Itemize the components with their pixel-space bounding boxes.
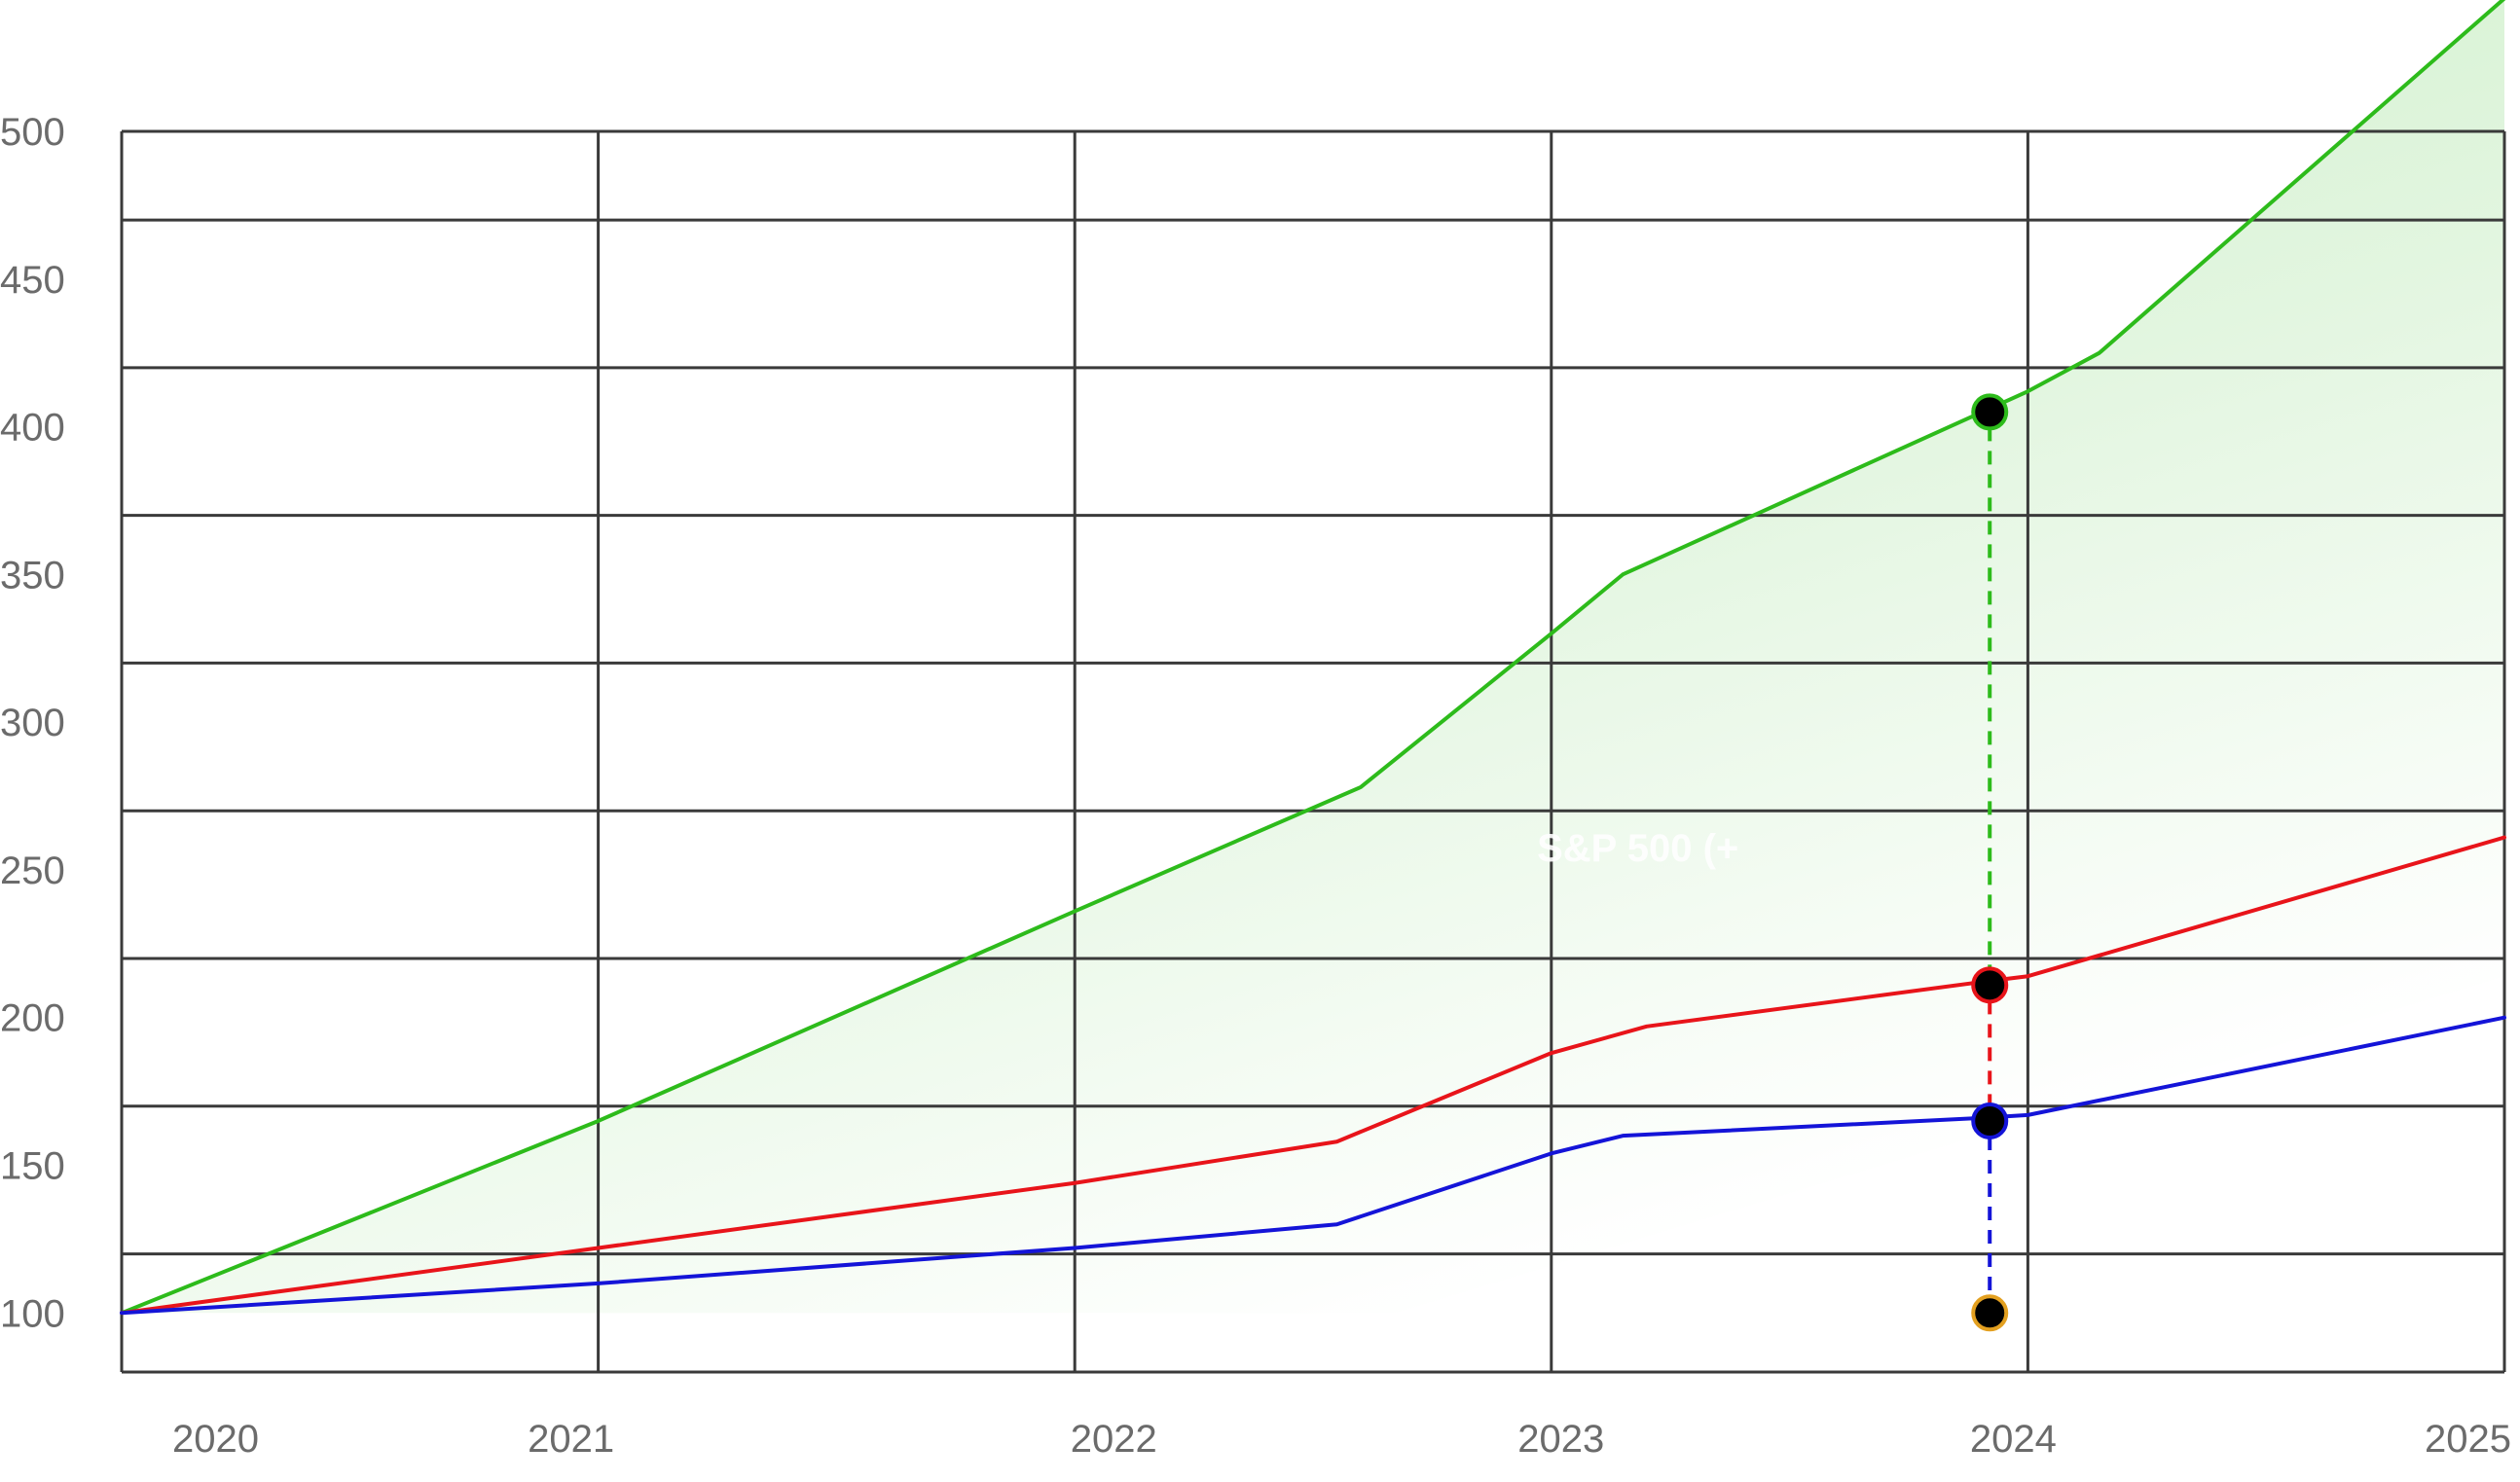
annotation-label: S&P 500 (+ bbox=[1537, 827, 1738, 870]
y-tick-label: 200 bbox=[0, 997, 65, 1040]
x-tick-label: 2021 bbox=[528, 1418, 614, 1461]
y-tick-label: 300 bbox=[0, 702, 65, 744]
x-tick-label: 2020 bbox=[172, 1418, 259, 1461]
green-marker bbox=[1971, 393, 2009, 431]
y-tick-label: 350 bbox=[0, 554, 65, 596]
baseline-marker bbox=[1971, 1294, 2009, 1332]
x-tick-label: 2023 bbox=[1517, 1418, 1604, 1461]
y-tick-label: 400 bbox=[0, 407, 65, 450]
blue-marker bbox=[1971, 1102, 2009, 1139]
x-tick-label: 2024 bbox=[1970, 1418, 2057, 1461]
y-tick-label: 250 bbox=[0, 849, 65, 892]
y-tick-label: 450 bbox=[0, 259, 65, 302]
red-marker bbox=[1971, 966, 2009, 1004]
x-tick-label: 2022 bbox=[1071, 1418, 1157, 1461]
y-tick-label: 500 bbox=[0, 111, 65, 154]
green-series-line bbox=[120, 0, 2506, 1316]
red-series-line bbox=[120, 835, 2506, 1316]
blue-series-line bbox=[120, 1015, 2506, 1316]
area-fill bbox=[122, 0, 2504, 1314]
grid bbox=[120, 129, 2506, 1374]
y-tick-label: 150 bbox=[0, 1145, 65, 1188]
x-tick-label: 2025 bbox=[2425, 1418, 2511, 1461]
y-tick-label: 100 bbox=[0, 1292, 65, 1335]
